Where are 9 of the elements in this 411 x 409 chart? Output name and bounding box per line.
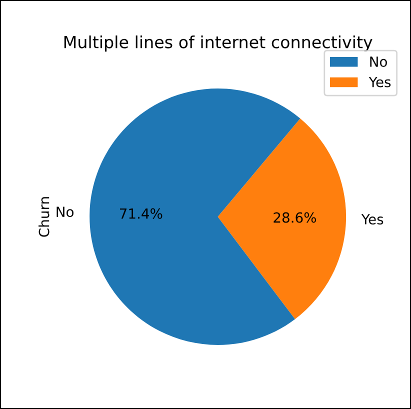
- text: Churn: [38, 197, 50, 237]
- pie-slice: [218, 118, 346, 320]
- legend-label: No: [370, 56, 387, 67]
- chart-title: Multiple lines of internet connectivity: [64, 35, 372, 52]
- slice-label: No: [56, 206, 74, 218]
- slice-label: Yes: [361, 214, 384, 225]
- data-label: 71.4%: [120, 208, 162, 219]
- legend-label: Yes: [368, 76, 391, 88]
- data-label: 28.6%: [274, 212, 316, 223]
